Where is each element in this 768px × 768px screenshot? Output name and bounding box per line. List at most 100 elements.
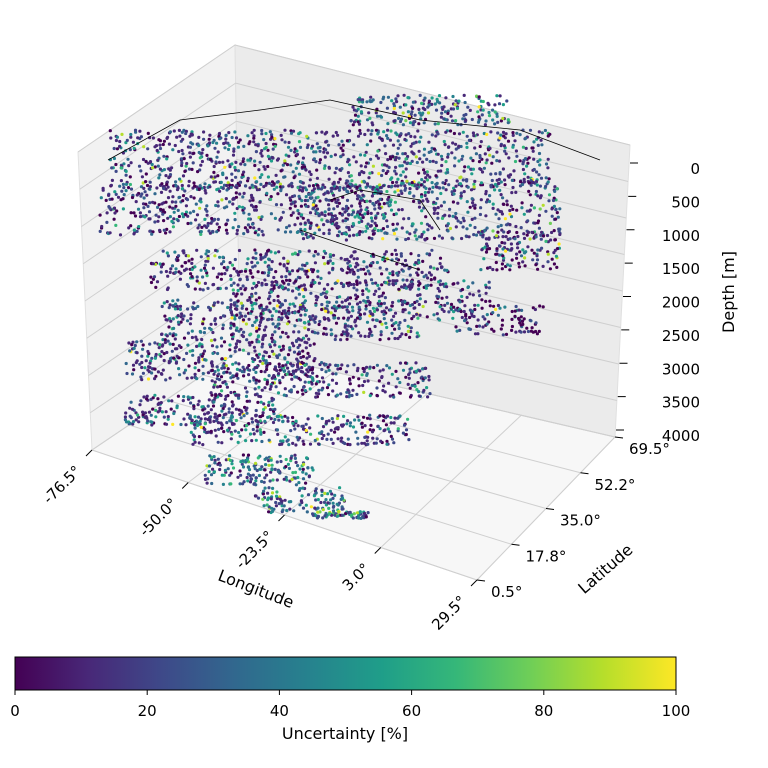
data-point bbox=[223, 356, 228, 361]
data-point bbox=[263, 255, 267, 259]
data-point bbox=[296, 253, 300, 257]
data-point bbox=[492, 329, 496, 333]
data-point bbox=[293, 456, 297, 460]
data-point bbox=[326, 317, 330, 321]
data-point bbox=[380, 138, 384, 142]
data-point bbox=[112, 217, 116, 221]
data-point bbox=[356, 415, 360, 419]
data-point bbox=[311, 207, 315, 211]
data-point bbox=[396, 146, 400, 150]
data-point bbox=[349, 255, 353, 259]
data-point bbox=[473, 216, 477, 220]
data-point bbox=[344, 232, 349, 236]
data-point bbox=[270, 260, 274, 264]
data-point bbox=[307, 380, 311, 384]
data-point bbox=[296, 475, 300, 480]
data-point bbox=[289, 362, 293, 366]
data-point bbox=[535, 170, 539, 174]
data-point bbox=[176, 298, 180, 302]
data-point bbox=[394, 97, 398, 101]
data-point bbox=[390, 176, 394, 180]
data-point bbox=[185, 376, 189, 380]
data-point bbox=[442, 105, 446, 109]
data-point bbox=[374, 441, 378, 445]
data-point bbox=[296, 345, 300, 350]
data-point bbox=[287, 140, 291, 145]
data-point bbox=[473, 225, 477, 230]
data-point bbox=[389, 208, 394, 212]
data-point bbox=[166, 216, 170, 220]
data-point bbox=[403, 152, 407, 156]
data-point bbox=[402, 423, 407, 427]
data-point bbox=[360, 421, 364, 425]
data-point bbox=[539, 194, 543, 198]
data-point bbox=[258, 320, 263, 324]
data-point bbox=[352, 120, 357, 124]
data-point bbox=[349, 174, 353, 178]
data-point bbox=[399, 117, 404, 121]
data-point bbox=[254, 381, 258, 385]
data-point bbox=[157, 346, 161, 350]
data-point bbox=[324, 419, 329, 424]
data-point bbox=[365, 199, 369, 203]
data-point bbox=[193, 184, 197, 188]
data-point bbox=[324, 197, 328, 201]
data-point bbox=[496, 182, 500, 186]
data-point bbox=[190, 275, 194, 279]
data-point bbox=[418, 93, 422, 97]
data-point bbox=[417, 253, 421, 258]
data-point bbox=[303, 313, 307, 317]
data-point bbox=[363, 334, 367, 338]
data-point bbox=[503, 178, 507, 182]
data-point bbox=[247, 212, 251, 216]
data-point bbox=[248, 140, 252, 144]
data-point bbox=[212, 282, 216, 287]
data-point bbox=[392, 395, 396, 399]
data-point bbox=[532, 167, 536, 172]
data-point bbox=[146, 147, 150, 151]
data-point bbox=[554, 217, 558, 221]
data-point bbox=[238, 469, 242, 473]
data-point bbox=[192, 181, 196, 185]
data-point bbox=[181, 194, 186, 198]
data-point bbox=[381, 213, 386, 217]
data-point bbox=[253, 176, 257, 180]
data-point bbox=[473, 146, 477, 150]
data-point bbox=[350, 305, 355, 309]
data-point bbox=[416, 129, 420, 133]
data-point bbox=[288, 206, 292, 210]
data-point bbox=[500, 323, 504, 327]
data-point bbox=[345, 305, 349, 309]
data-point bbox=[498, 306, 502, 310]
data-point bbox=[417, 107, 421, 111]
data-point bbox=[277, 317, 281, 322]
data-point bbox=[304, 272, 308, 276]
data-point bbox=[283, 369, 287, 373]
data-point bbox=[260, 465, 264, 469]
data-point bbox=[202, 137, 206, 141]
data-point bbox=[336, 180, 341, 184]
data-point bbox=[164, 269, 168, 274]
data-point bbox=[400, 332, 404, 336]
data-point bbox=[367, 289, 371, 293]
data-point bbox=[273, 340, 277, 344]
data-point bbox=[360, 373, 364, 377]
data-point bbox=[461, 225, 465, 229]
data-point bbox=[534, 329, 538, 334]
data-point bbox=[149, 413, 153, 417]
data-point bbox=[284, 457, 288, 462]
data-point bbox=[193, 287, 197, 291]
data-point bbox=[340, 139, 344, 143]
data-point bbox=[458, 300, 462, 304]
data-point bbox=[407, 438, 411, 442]
data-point bbox=[276, 157, 280, 161]
data-point bbox=[217, 272, 221, 276]
data-point bbox=[336, 414, 340, 418]
data-point bbox=[427, 99, 431, 103]
data-point bbox=[270, 506, 274, 510]
data-point bbox=[118, 233, 123, 237]
data-point bbox=[259, 400, 263, 404]
data-point bbox=[289, 429, 293, 433]
data-point bbox=[264, 325, 268, 329]
data-point bbox=[185, 161, 189, 166]
